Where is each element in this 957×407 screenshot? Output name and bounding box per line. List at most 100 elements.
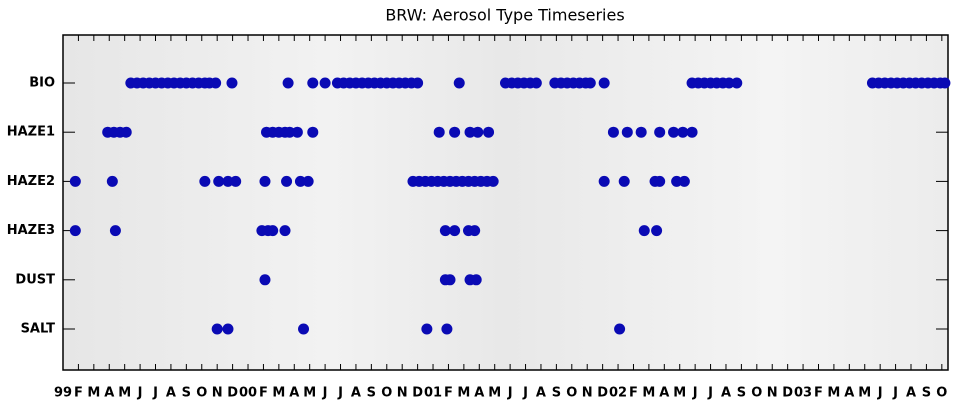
- point: [433, 126, 445, 138]
- point: [470, 274, 482, 286]
- point: [686, 126, 698, 138]
- point: [441, 323, 453, 335]
- x-tick-label: J: [507, 386, 513, 401]
- point: [607, 126, 619, 138]
- x-tick-label: O: [566, 386, 577, 401]
- x-tick-label: D: [412, 386, 423, 401]
- point: [487, 175, 499, 187]
- x-tick-label: A: [721, 386, 731, 401]
- chart-title: BRW: Aerosol Type Timeseries: [385, 6, 624, 25]
- x-tick-label: M: [272, 386, 285, 401]
- point: [281, 175, 293, 187]
- point: [282, 77, 294, 89]
- x-tick-label: 01: [424, 386, 442, 401]
- x-tick-label: J: [877, 386, 883, 401]
- point: [210, 77, 222, 89]
- point: [69, 225, 81, 237]
- point: [222, 323, 234, 335]
- x-tick-label: A: [289, 386, 299, 401]
- point: [284, 126, 296, 138]
- point: [469, 225, 481, 237]
- plot-background: [63, 35, 948, 370]
- point: [412, 77, 424, 89]
- point: [267, 225, 279, 237]
- x-tick-label: F: [444, 386, 453, 401]
- x-tick-label: 99: [54, 386, 72, 401]
- point: [307, 126, 319, 138]
- x-tick-label: D: [597, 386, 608, 401]
- x-tick-label: A: [659, 386, 669, 401]
- point: [109, 225, 121, 237]
- point: [671, 175, 683, 187]
- x-tick-label: J: [137, 386, 143, 401]
- point: [279, 225, 291, 237]
- x-tick-label: D: [227, 386, 238, 401]
- point: [618, 175, 630, 187]
- x-tick-label: J: [707, 386, 713, 401]
- x-tick-label: A: [166, 386, 176, 401]
- x-tick-label: A: [104, 386, 114, 401]
- x-tick-label: M: [827, 386, 840, 401]
- point: [226, 77, 238, 89]
- point: [677, 126, 689, 138]
- x-tick-label: M: [118, 386, 131, 401]
- x-tick-label: O: [196, 386, 207, 401]
- point: [584, 77, 596, 89]
- x-tick-label: A: [474, 386, 484, 401]
- point: [453, 77, 465, 89]
- point: [120, 126, 132, 138]
- x-tick-label: N: [212, 386, 223, 401]
- x-tick-label: N: [582, 386, 593, 401]
- point: [621, 126, 633, 138]
- point: [449, 225, 461, 237]
- point: [723, 77, 735, 89]
- point: [69, 175, 81, 187]
- point: [230, 175, 242, 187]
- point: [291, 126, 303, 138]
- point: [211, 323, 223, 335]
- point: [213, 175, 225, 187]
- point: [302, 175, 314, 187]
- y-tick-label: HAZE1: [7, 125, 55, 140]
- x-tick-label: M: [303, 386, 316, 401]
- x-tick-label: 02: [609, 386, 627, 401]
- x-tick-label: J: [152, 386, 158, 401]
- point: [106, 175, 118, 187]
- point: [449, 126, 461, 138]
- x-tick-label: J: [337, 386, 343, 401]
- point: [654, 126, 666, 138]
- x-tick-label: J: [322, 386, 328, 401]
- y-tick-label: DUST: [15, 272, 55, 287]
- point: [731, 77, 743, 89]
- x-tick-label: 03: [794, 386, 812, 401]
- point: [439, 225, 451, 237]
- point: [259, 175, 271, 187]
- point: [294, 175, 306, 187]
- y-tick-label: HAZE3: [7, 223, 55, 238]
- point: [199, 175, 211, 187]
- x-tick-label: D: [782, 386, 793, 401]
- x-tick-label: S: [552, 386, 561, 401]
- x-tick-label: A: [536, 386, 546, 401]
- point: [638, 225, 650, 237]
- point: [298, 323, 310, 335]
- x-tick-label: M: [673, 386, 686, 401]
- point: [319, 77, 331, 89]
- point: [598, 77, 610, 89]
- x-tick-label: N: [397, 386, 408, 401]
- point: [939, 77, 951, 89]
- point: [598, 175, 610, 187]
- point: [421, 323, 433, 335]
- x-tick-label: J: [692, 386, 698, 401]
- x-tick-label: F: [259, 386, 268, 401]
- x-tick-label: S: [737, 386, 746, 401]
- x-tick-label: M: [642, 386, 655, 401]
- x-tick-label: S: [922, 386, 931, 401]
- x-tick-label: A: [351, 386, 361, 401]
- x-tick-label: F: [74, 386, 83, 401]
- x-tick-label: O: [381, 386, 392, 401]
- x-tick-label: M: [858, 386, 871, 401]
- x-tick-label: J: [522, 386, 528, 401]
- x-tick-label: S: [367, 386, 376, 401]
